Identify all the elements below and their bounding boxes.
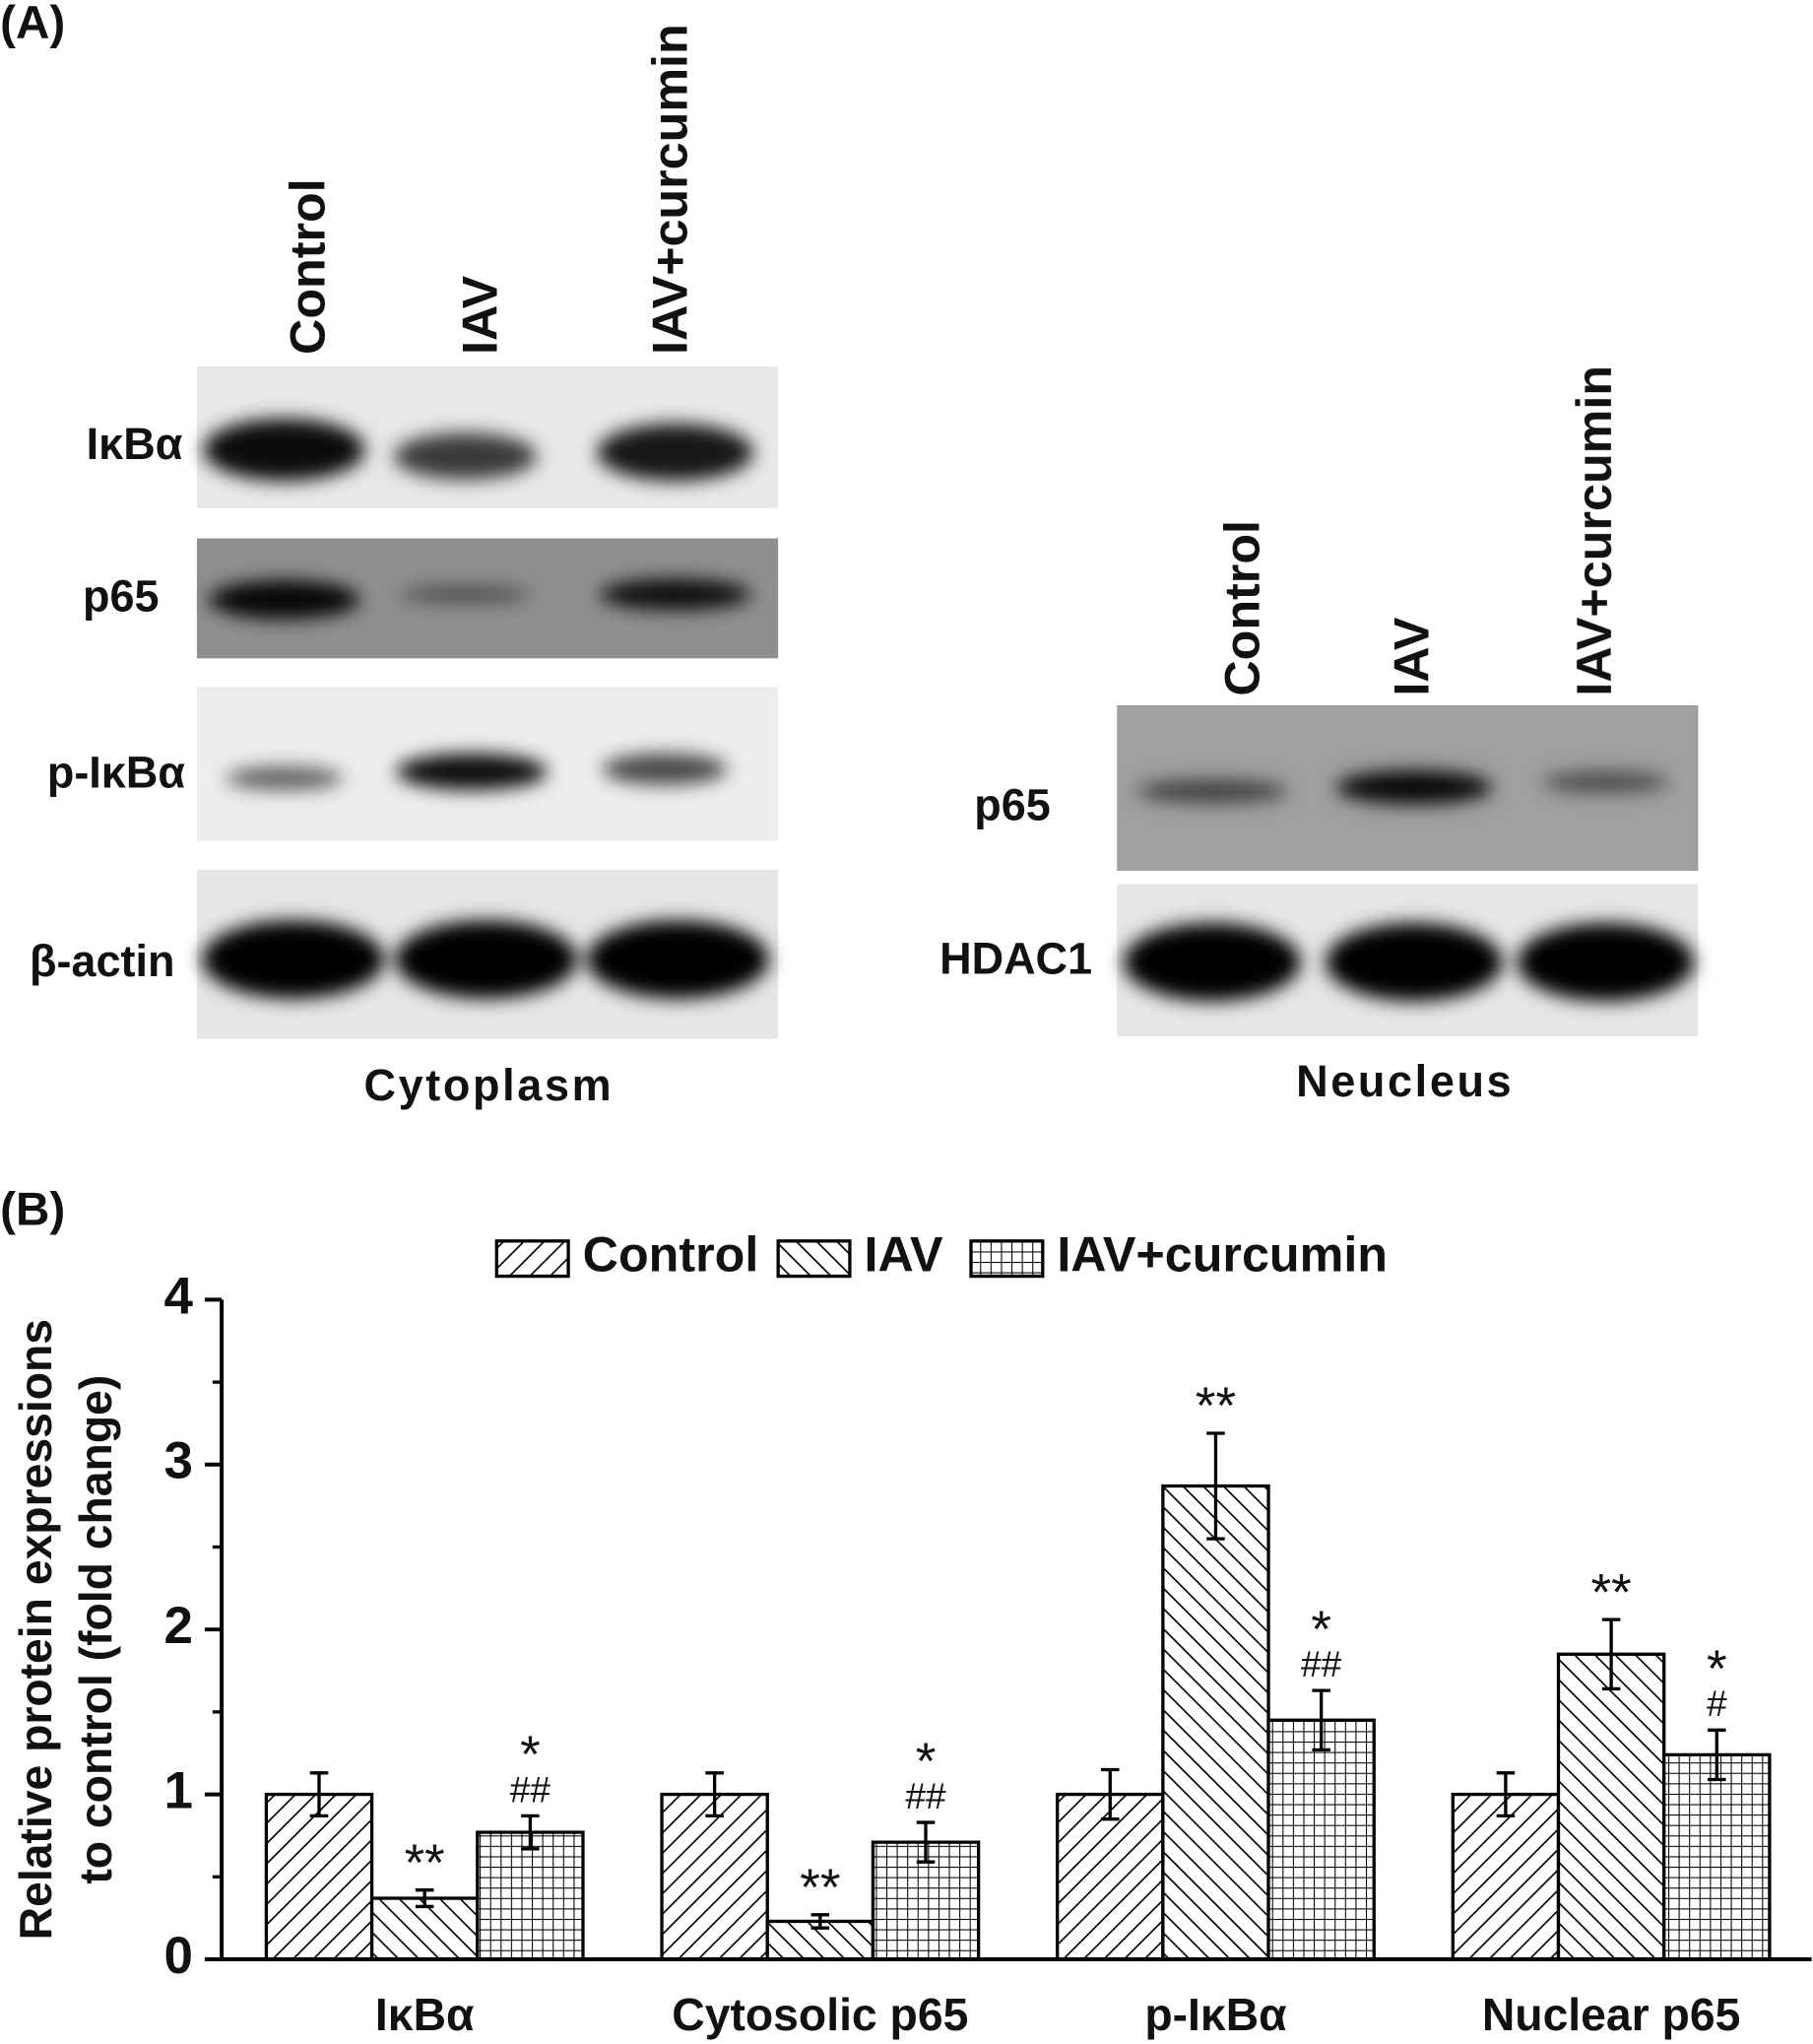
- lane-label: IAV+curcumin: [1566, 365, 1622, 696]
- bar: [1662, 1752, 1772, 1961]
- legend-label: IAV: [864, 1225, 943, 1282]
- blot-nucleus: Control IAV IAV+curcumin p65 HDAC1 Neucl…: [939, 365, 1699, 1106]
- bar: [1556, 1652, 1666, 1961]
- significance-label: **: [1590, 1563, 1631, 1621]
- blot-caption: Neucleus: [1296, 1056, 1514, 1106]
- lane-label: IAV+curcumin: [642, 24, 698, 355]
- row-label: β-actin: [30, 936, 174, 986]
- significance-label: ##: [905, 1775, 946, 1816]
- row-label: HDAC1: [939, 934, 1092, 984]
- significance-label: **: [1196, 1377, 1236, 1435]
- legend-swatch: [494, 1239, 570, 1279]
- bar: [1451, 1792, 1561, 1961]
- lane-label: Control: [1214, 520, 1270, 696]
- y-tick-label: 0: [164, 1927, 193, 1985]
- x-tick-label: IκBα: [375, 1989, 475, 2040]
- x-tick-label: Nuclear p65: [1482, 1989, 1740, 2040]
- lane-label: IAV: [1384, 617, 1440, 696]
- blot-cytoplasm: Control IAV IAV+curcumin IκBα p65 p-IκBα…: [30, 24, 779, 1110]
- panel-label: (A): [0, 0, 65, 49]
- bar: [476, 1830, 585, 1961]
- bar: [1161, 1484, 1270, 1961]
- significance-label: #: [1707, 1682, 1727, 1724]
- lane-label: Control: [280, 178, 336, 355]
- y-tick-label: 2: [164, 1597, 193, 1655]
- x-tick-label: Cytosolic p65: [672, 1989, 968, 2040]
- y-tick-label: 1: [164, 1762, 193, 1820]
- y-tick-label: 3: [164, 1432, 193, 1490]
- lane-label: IAV: [451, 275, 507, 355]
- bar: [264, 1792, 374, 1961]
- significance-label: ##: [510, 1768, 551, 1810]
- significance-label: *: [520, 1726, 541, 1784]
- bar: [660, 1792, 769, 1961]
- significance-label: ##: [1301, 1643, 1342, 1684]
- row-label: p-IκBα: [47, 747, 186, 797]
- row-label: IκBα: [87, 419, 183, 469]
- row-label: p65: [974, 779, 1051, 829]
- legend-swatch: [969, 1239, 1045, 1279]
- legend-label: IAV+curcumin: [1057, 1225, 1388, 1282]
- panel-label: (B): [0, 1183, 65, 1235]
- significance-label: *: [1707, 1640, 1727, 1698]
- row-label: p65: [83, 571, 160, 622]
- significance-label: *: [1311, 1601, 1331, 1659]
- x-tick-label: p-IκBα: [1144, 1989, 1286, 2040]
- y-axis-label: to control (fold change): [70, 1375, 121, 1884]
- y-tick-label: 4: [164, 1267, 194, 1325]
- bands: [202, 418, 769, 999]
- bar: [1266, 1718, 1376, 1961]
- significance-label: **: [405, 1834, 445, 1892]
- y-axis-label: Relative protein expressions: [10, 1319, 61, 1940]
- legend-label: Control: [583, 1225, 759, 1282]
- legend-swatch: [776, 1239, 852, 1279]
- significance-label: *: [916, 1733, 937, 1791]
- significance-label: **: [800, 1859, 840, 1917]
- blot-caption: Cytoplasm: [363, 1060, 614, 1110]
- bar-chart: Relative protein expressions to control (…: [10, 1225, 1812, 2040]
- bands: [1123, 770, 1695, 1002]
